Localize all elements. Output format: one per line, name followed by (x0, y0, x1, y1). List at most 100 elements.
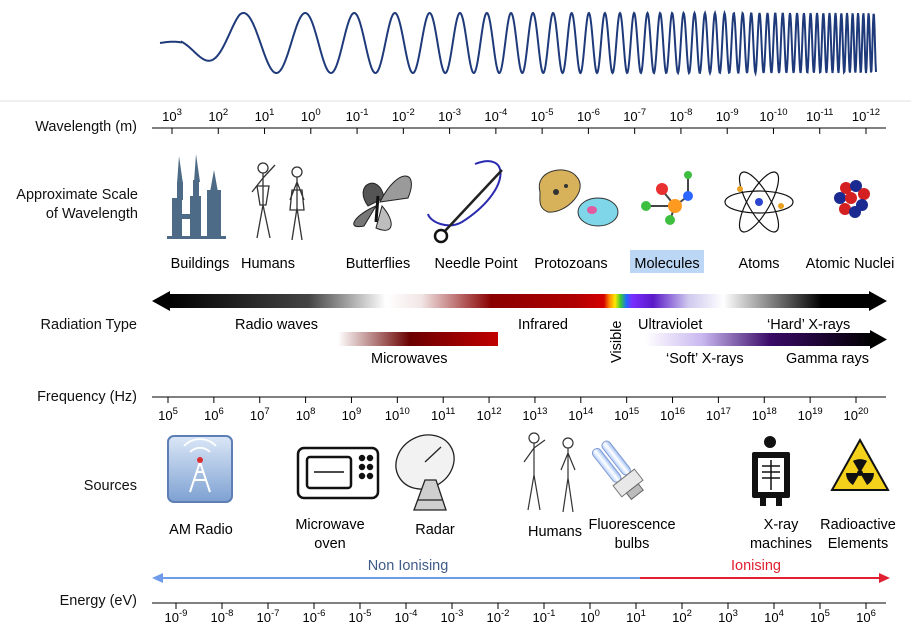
tick-label: 102 (672, 608, 692, 625)
scale-label-atoms: Atoms (738, 256, 779, 272)
tick-label: 1014 (568, 406, 593, 423)
radar-dish-icon (395, 434, 455, 511)
tick-label: 10-9 (716, 107, 739, 124)
energy-row-label: Energy (eV) (60, 593, 137, 609)
source-label-line2: Elements (828, 536, 888, 552)
scale-label-needle-point: Needle Point (434, 256, 517, 272)
source-label-line2: bulbs (615, 536, 650, 552)
wavelength-axis: 103 102 101 100 10-1 10-2 10-3 10-4 10-5 10-6 10-7… (152, 107, 886, 134)
tick-label: 103 (162, 107, 182, 124)
molecules-highlight (630, 250, 704, 273)
tick-label: 10-11 (806, 107, 834, 124)
non-ionising-arrow (152, 573, 640, 583)
source-label: Radioactive (820, 517, 896, 533)
gamma-rays-label: Gamma rays (786, 351, 869, 367)
tick-label: 1018 (752, 406, 777, 423)
xray-machine-icon (752, 436, 790, 506)
tick-label: 1016 (660, 406, 685, 423)
tick-label: 10-1 (533, 608, 556, 625)
tick-label: 10-7 (257, 608, 280, 625)
tick-label: 10-7 (623, 107, 646, 124)
tick-label: 101 (626, 608, 646, 625)
scale-label-protozoans: Protozoans (534, 256, 607, 272)
needle-icon (427, 160, 503, 244)
sources-row-label: Sources (84, 478, 137, 494)
nucleus-icon (834, 180, 870, 218)
source-label: Fluorescence (588, 517, 675, 533)
energy-axis: 10-9 10-8 10-7 10-6 10-5 10-4 10-3 10-2 10-1 100 1… (152, 602, 886, 625)
tick-label: 1017 (706, 406, 731, 423)
tick-label: 10-3 (438, 107, 461, 124)
scale-labels: Buildings Humans Butterflies Needle Point Pr… (171, 256, 895, 272)
source-label: Microwave (295, 517, 364, 533)
gamma-bar (645, 330, 887, 349)
radiation-row-label: Radiation Type (41, 317, 137, 333)
tick-label: 10-8 (669, 107, 692, 124)
tick-label: 10-1 (346, 107, 369, 124)
tick-label: 10-6 (303, 608, 326, 625)
tick-label: 10-10 (759, 107, 787, 124)
tick-label: 10-6 (577, 107, 600, 124)
tick-label: 100 (580, 608, 600, 625)
tick-label: 10-3 (441, 608, 464, 625)
tick-label: 1015 (614, 406, 639, 423)
tick-label: 10-2 (487, 608, 510, 625)
tick-label: 10-5 (349, 608, 372, 625)
tick-label: 105 (810, 608, 830, 625)
infrared-label: Infrared (518, 317, 568, 333)
radiation-bar-main (152, 291, 887, 311)
tick-label: 106 (856, 608, 876, 625)
tick-label: 106 (204, 406, 224, 423)
butterfly-icon (353, 175, 412, 231)
source-label-line2: oven (314, 536, 345, 552)
source-label: X-ray (764, 517, 799, 533)
tick-label: 10-5 (531, 107, 554, 124)
source-label: Radar (415, 522, 455, 538)
tick-label: 10-8 (211, 608, 234, 625)
tick-label: 10-4 (395, 608, 418, 625)
tick-label: 10-4 (484, 107, 507, 124)
tick-label: 1020 (843, 406, 868, 423)
scale-row-label-line1: Approximate Scale (16, 187, 138, 203)
microwaves-label: Microwaves (371, 351, 448, 367)
tick-label: 103 (718, 608, 738, 625)
ionising-label: Ionising (731, 558, 781, 574)
radio-tower-icon (167, 435, 233, 503)
tick-label: 10-2 (392, 107, 415, 124)
tick-label: 108 (296, 406, 316, 423)
tick-label: 10-12 (852, 107, 880, 124)
protozoan-icon (538, 169, 619, 227)
tick-label: 102 (208, 107, 228, 124)
scale-row-label-line2: of Wavelength (46, 206, 138, 222)
scale-label-molecules: Molecules (634, 256, 699, 272)
radio-waves-label: Radio waves (235, 317, 318, 333)
tick-label: 109 (342, 406, 362, 423)
scale-label-buildings: Buildings (171, 256, 230, 272)
source-label: Humans (528, 524, 582, 540)
tick-label: 1012 (477, 406, 502, 423)
scale-label-humans: Humans (241, 256, 295, 272)
tick-label: 100 (301, 107, 321, 124)
buildings-icon (167, 154, 226, 239)
frequency-axis: 105 106 107 108 109 1010 1011 1012 1013 1014 1015 1… (152, 396, 886, 423)
microwave-icon (296, 446, 380, 500)
hard-xrays-label: ‘Hard’ X-rays (767, 317, 850, 333)
bulb-icon (591, 440, 644, 501)
tick-label: 1013 (522, 406, 547, 423)
frequency-row-label: Frequency (Hz) (37, 389, 137, 405)
tick-label: 101 (255, 107, 275, 124)
non-ionising-label: Non Ionising (368, 558, 449, 574)
source-label: AM Radio (169, 522, 233, 538)
tick-label: 105 (158, 406, 178, 423)
wavelength-row-label: Wavelength (m) (35, 119, 137, 135)
scale-label-atomic-nuclei: Atomic Nuclei (806, 256, 895, 272)
wave-graphic (159, 9, 877, 77)
radiation-icon (830, 437, 890, 491)
ultraviolet-label: Ultraviolet (638, 317, 702, 333)
tick-label: 1019 (798, 406, 823, 423)
humans-icon (251, 162, 305, 241)
atom-icon (724, 171, 794, 233)
soft-xrays-label: ‘Soft’ X-rays (666, 351, 744, 367)
tick-label: 104 (764, 608, 784, 625)
